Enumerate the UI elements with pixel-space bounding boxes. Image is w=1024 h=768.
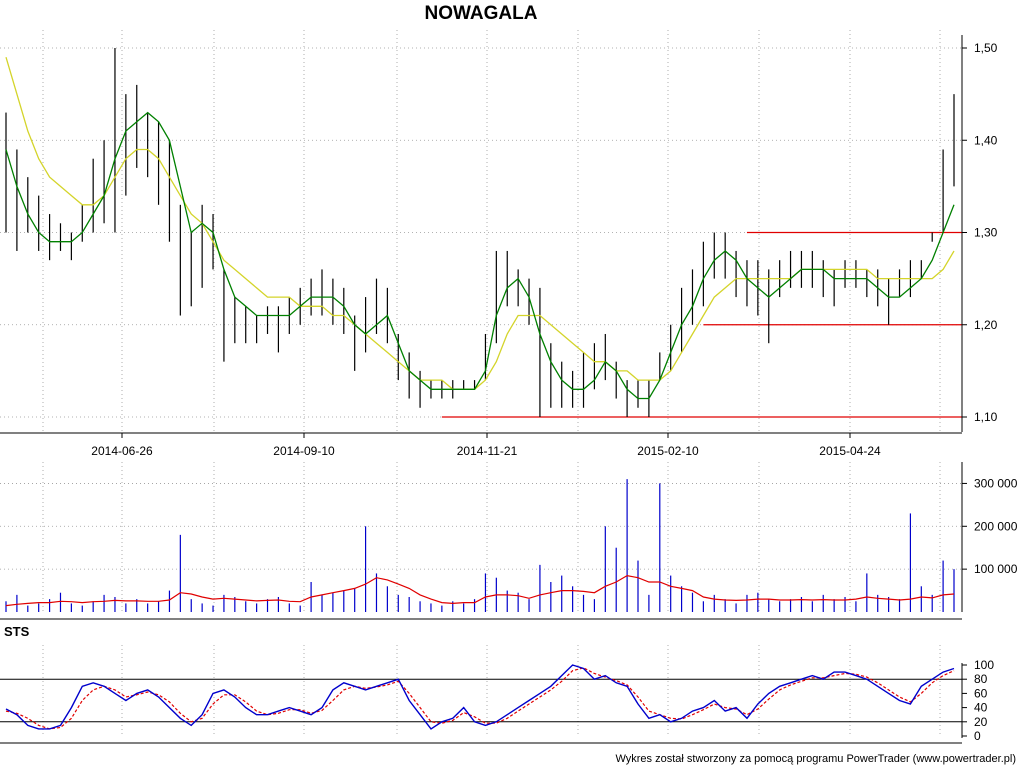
volume-grid (0, 462, 962, 620)
ma-fast-line (5, 111, 955, 400)
volume-bars (5, 479, 955, 612)
chart-title: NOWAGALA (425, 3, 538, 24)
price-tick-label: 1,40 (974, 133, 998, 147)
sts-k-line (5, 664, 955, 730)
date-tick-label: 2015-04-24 (819, 444, 881, 458)
date-tick-label: 2014-09-10 (273, 444, 335, 458)
price-panel: 1,10 1,20 1,30 1,40 1,50 2014-06-26 2014-09-1… (0, 30, 998, 458)
date-tick-label: 2015-02-10 (637, 444, 699, 458)
sts-tick-label: 80 (974, 672, 988, 686)
volume-y-axis: 100 000 200 000 300 000 (961, 462, 1018, 612)
sts-grid (0, 645, 962, 744)
sts-tick-label: 60 (974, 686, 988, 700)
price-tick-label: 1,10 (974, 410, 998, 424)
credit-text: Wykres został stworzony za pomocą progra… (615, 753, 1016, 765)
sts-tick-label: 40 (974, 701, 988, 715)
volume-tick-label: 200 000 (974, 519, 1018, 533)
volume-panel: 100 000 200 000 300 000 (0, 462, 1018, 620)
sts-tick-label: 20 (974, 715, 988, 729)
price-tick-label: 1,50 (974, 41, 998, 55)
price-support-lines (441, 231, 962, 418)
date-tick-label: 2014-06-26 (91, 444, 153, 458)
price-y-axis: 1,10 1,20 1,30 1,40 1,50 (961, 35, 998, 432)
volume-tick-label: 100 000 (974, 562, 1018, 576)
sts-tick-label: 100 (974, 658, 994, 672)
sts-d-line (5, 667, 955, 730)
price-grid (0, 30, 962, 432)
date-x-axis: 2014-06-26 2014-09-10 2014-11-21 2015-02-10… (0, 432, 962, 458)
sts-tick-label: 0 (974, 729, 981, 743)
sts-label: STS (4, 624, 30, 639)
price-tick-label: 1,30 (974, 226, 998, 240)
date-tick-label: 2014-11-21 (457, 444, 518, 458)
volume-average-line (5, 574, 955, 607)
price-tick-label: 1,20 (974, 318, 998, 332)
volume-tick-label: 300 000 (974, 476, 1018, 490)
ma-slow-line (5, 57, 955, 390)
